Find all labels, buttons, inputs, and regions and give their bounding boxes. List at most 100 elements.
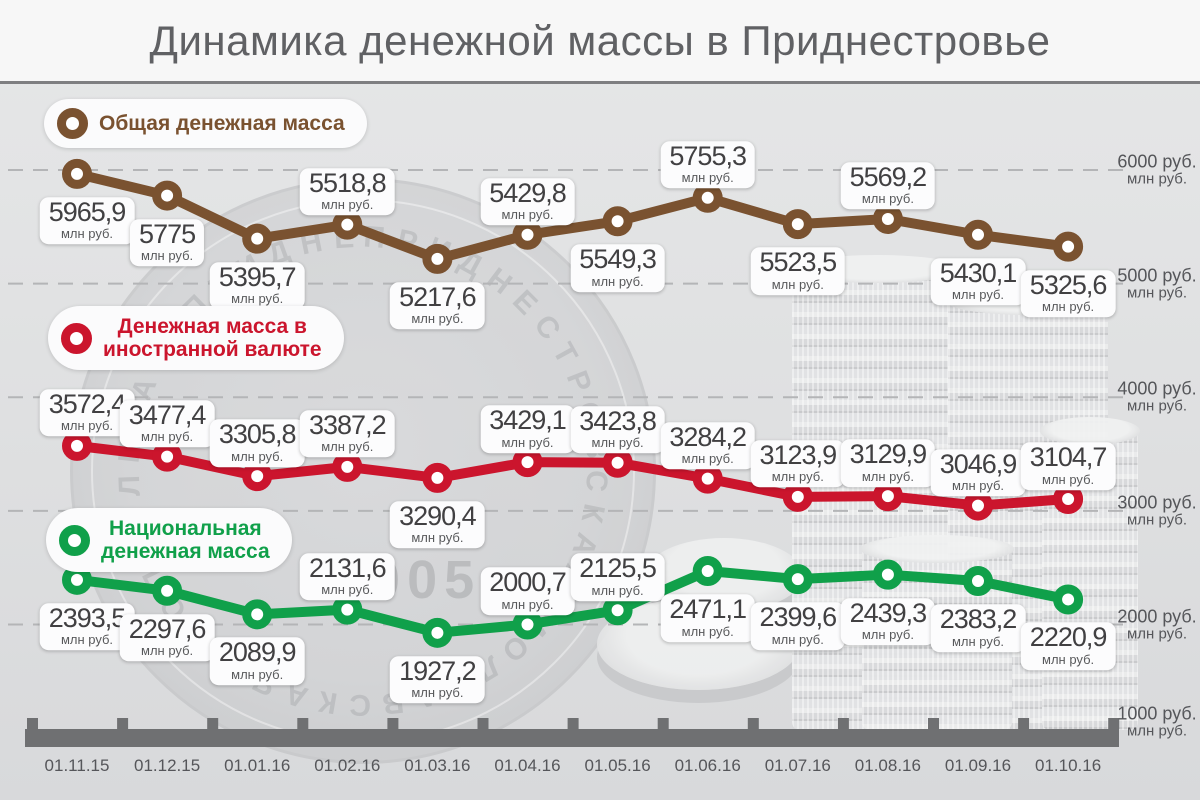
value-label-pill: 3305,8 млн руб.	[209, 419, 305, 467]
data-point	[152, 180, 183, 211]
value-label-pill: 2000,7 млн руб.	[480, 567, 575, 616]
series-line-0	[72, 168, 1074, 264]
data-point	[242, 461, 273, 492]
value-text: 3305,8	[218, 419, 297, 450]
data-point	[152, 441, 183, 472]
value-text: 3477,4	[128, 399, 207, 430]
unit-text: млн руб.	[591, 273, 644, 289]
unit-text: млн руб.	[60, 632, 114, 648]
value-label-pill: 2399,6 млн руб.	[750, 602, 846, 650]
legend-marker-icon	[61, 322, 92, 354]
value-label-pill: 5429,8 млн руб.	[480, 178, 575, 226]
axis-tick	[27, 718, 38, 729]
legend-national-money: Национальная денежная масса	[46, 508, 292, 573]
unit-text: млн руб.	[771, 469, 824, 485]
unit-text: млн руб.	[951, 633, 1005, 649]
unit-text: млн руб.	[681, 170, 734, 186]
value-text: 5775	[139, 218, 196, 249]
value-text: 5965,9	[48, 197, 127, 228]
data-point	[512, 219, 543, 250]
value-label-pill: 3477,4 млн руб.	[119, 399, 215, 448]
unit-text: млн руб.	[321, 582, 374, 598]
y-tick-unit: млн руб.	[1126, 722, 1188, 740]
x-axis-label: 01.11.15	[44, 756, 110, 775]
data-point	[1053, 231, 1084, 262]
legend-label: Общая денежная масса	[99, 111, 345, 135]
unit-text: млн руб.	[861, 191, 914, 207]
value-label-pill: 5395,7 млн руб.	[209, 261, 305, 310]
unit-text: млн руб.	[411, 685, 464, 701]
unit-text: млн руб.	[321, 197, 374, 213]
x-axis-label: 01.06.16	[674, 756, 741, 775]
unit-text: млн руб.	[501, 597, 554, 613]
data-point	[62, 564, 92, 595]
data-point	[1053, 584, 1084, 615]
data-point	[782, 209, 813, 240]
unit-text: млн руб.	[861, 468, 914, 484]
y-tick-unit: млн руб.	[1126, 284, 1188, 302]
value-label-pill: 5569,2 млн руб.	[840, 162, 936, 210]
unit-text: млн руб.	[681, 451, 734, 467]
y-axis-label: 2000 руб. млн руб.	[1117, 606, 1196, 643]
y-tick-value: 4000 руб.	[1117, 378, 1197, 399]
unit-text: млн руб.	[1042, 471, 1095, 487]
unit-text: млн руб.	[411, 311, 464, 327]
x-axis-label: 01.12.15	[134, 756, 201, 775]
unit-text: млн руб.	[951, 478, 1005, 494]
value-label-pill: 3284,2 млн руб.	[660, 421, 755, 470]
value-label-pill: 3572,4 млн руб.	[39, 389, 135, 437]
unit-text: млн руб.	[771, 631, 824, 647]
value-label-pill: 2383,2 млн руб.	[930, 604, 1026, 652]
value-label-pill: 2125,5 млн руб.	[570, 553, 665, 602]
data-point	[872, 481, 903, 512]
value-label-pill: 3046,9 млн руб.	[930, 448, 1026, 497]
data-point	[602, 447, 633, 478]
x-axis-label: 01.05.16	[584, 756, 651, 775]
data-point	[963, 565, 993, 596]
value-text: 5549,3	[579, 244, 657, 275]
value-label-pill: 5775 млн руб.	[130, 218, 205, 267]
value-label-pill: 3129,9 млн руб.	[840, 439, 936, 487]
x-axis-label: 01.07.16	[764, 756, 831, 775]
legend-marker-icon	[57, 108, 88, 139]
value-text: 3104,7	[1029, 442, 1108, 473]
value-label-pill: 3423,8 млн руб.	[570, 405, 665, 454]
unit-text: млн руб.	[411, 530, 464, 546]
unit-text: млн руб.	[60, 418, 114, 434]
value-text: 5518,8	[309, 167, 387, 198]
value-text: 3129,9	[849, 439, 928, 470]
value-label-pill: 2220,9 млн руб.	[1020, 622, 1116, 671]
value-label-pill: 5549,3 млн руб.	[570, 244, 665, 292]
value-text: 5217,6	[399, 282, 477, 313]
legend-label: Денежная масса в	[117, 315, 307, 338]
value-text: 2471,1	[669, 594, 747, 625]
value-text: 2000,7	[489, 567, 567, 598]
value-text: 2297,6	[128, 613, 207, 644]
x-axis-label: 01.04.16	[494, 756, 561, 775]
axis-tick	[837, 718, 849, 729]
data-point	[963, 219, 993, 250]
value-label-pill: 5325,6 млн руб.	[1020, 269, 1116, 318]
data-point	[512, 447, 543, 478]
value-text: 2131,6	[309, 552, 387, 583]
y-tick-unit: млн руб.	[1126, 397, 1188, 415]
value-label-pill: 1927,2 млн руб.	[390, 656, 485, 704]
data-point	[692, 182, 723, 213]
unit-text: млн руб.	[681, 623, 734, 639]
data-point	[422, 243, 453, 274]
value-text: 5429,8	[489, 178, 567, 209]
axis-tick	[477, 718, 489, 729]
x-axis-bar	[25, 729, 1119, 747]
value-text: 5523,5	[759, 247, 838, 278]
data-point	[963, 490, 993, 521]
value-text: 5325,6	[1029, 269, 1108, 300]
data-point	[1053, 484, 1084, 515]
x-axis-label: 01.01.16	[224, 756, 291, 775]
legend-label: денежная масса	[101, 540, 270, 564]
legend-label: иностранной валюте	[103, 338, 322, 362]
x-axis-label: 01.09.16	[944, 756, 1012, 775]
value-label-pill: 2297,6 млн руб.	[119, 613, 215, 662]
value-label-pill: 3290,4 млн руб.	[390, 501, 485, 549]
value-label-pill: 3104,7 млн руб.	[1020, 442, 1116, 490]
value-label-pill: 2089,9 млн руб.	[209, 637, 305, 686]
